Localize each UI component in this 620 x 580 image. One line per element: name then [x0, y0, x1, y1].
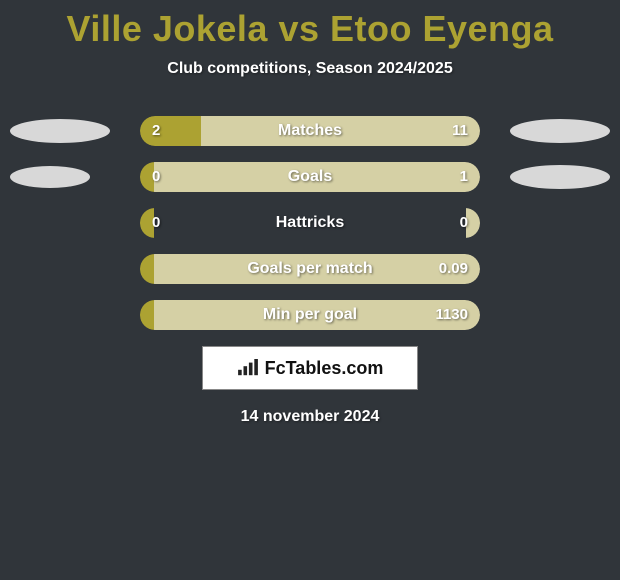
page-title: Ville Jokela vs Etoo Eyenga [0, 0, 620, 50]
stat-row: 01Goals [0, 162, 620, 192]
stat-label: Hattricks [140, 208, 480, 238]
brand-text: FcTables.com [265, 358, 384, 379]
stat-row: 0.09Goals per match [0, 254, 620, 284]
player2-oval [510, 119, 610, 143]
date-text: 14 november 2024 [0, 408, 620, 426]
player1-name: Ville Jokela [66, 8, 267, 49]
stat-bar: 0.09Goals per match [140, 254, 480, 284]
stat-label: Matches [140, 116, 480, 146]
player1-oval [10, 166, 90, 188]
stats-area: 211Matches 01Goals 00Hattricks 0.09Goals pe… [0, 116, 620, 330]
comparison-infographic: Ville Jokela vs Etoo Eyenga Club competi… [0, 0, 620, 580]
stat-row: 211Matches [0, 116, 620, 146]
brand-box: FcTables.com [202, 346, 418, 390]
stat-row: 00Hattricks [0, 208, 620, 238]
stat-bar: 1130Min per goal [140, 300, 480, 330]
stat-label: Goals per match [140, 254, 480, 284]
subtitle: Club competitions, Season 2024/2025 [0, 60, 620, 78]
vs-text: vs [268, 8, 330, 49]
player2-oval [510, 165, 610, 189]
stat-row: 1130Min per goal [0, 300, 620, 330]
stat-bar: 00Hattricks [140, 208, 480, 238]
stat-bar: 211Matches [140, 116, 480, 146]
stat-label: Min per goal [140, 300, 480, 330]
stat-bar: 01Goals [140, 162, 480, 192]
player1-oval [10, 119, 110, 143]
bar-chart-icon [237, 359, 259, 377]
player2-name: Etoo Eyenga [330, 8, 554, 49]
stat-label: Goals [140, 162, 480, 192]
